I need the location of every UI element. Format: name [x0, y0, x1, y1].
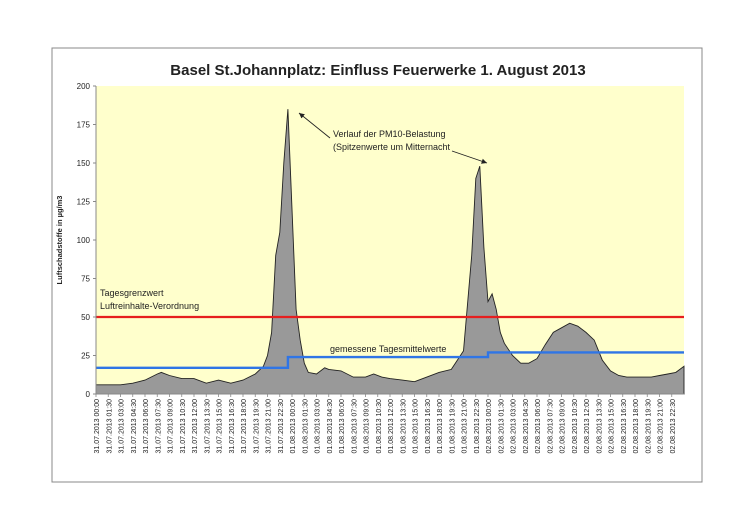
x-tick-label: 01.08.2013 19:30	[449, 399, 456, 454]
annotation-arrow-2	[451, 150, 488, 164]
y-tick-label: 200	[77, 82, 91, 91]
y-tick-label: 50	[81, 313, 90, 322]
x-tick-label: 31.07.2013 07:30	[155, 399, 162, 454]
x-tick-label: 02.08.2013 12:00	[584, 399, 591, 454]
x-tick-label: 02.08.2013 13:30	[596, 399, 603, 454]
x-tick-label: 02.08.2013 10:30	[572, 399, 579, 454]
x-tick-label: 02.08.2013 03:00	[511, 399, 518, 454]
x-tick-label: 02.08.2013 16:30	[621, 399, 628, 454]
x-tick-label: 02.08.2013 04:30	[523, 399, 530, 454]
x-tick-label: 02.08.2013 09:00	[560, 399, 567, 454]
y-tick-label: 150	[77, 159, 91, 168]
y-tick-label: 175	[77, 121, 91, 130]
x-tick-label: 31.07.2013 03:00	[119, 399, 126, 454]
x-tick-label: 31.07.2013 09:00	[168, 399, 175, 454]
x-tick-label: 02.08.2013 21:00	[658, 399, 665, 454]
x-tick-label: 01.08.2013 18:00	[437, 399, 444, 454]
x-tick-label: 31.07.2013 00:00	[94, 399, 101, 454]
annotation-limit: Tagesgrenzwert Luftreinhalte-Verordnung	[100, 288, 199, 311]
pm10-area-layer	[95, 109, 685, 395]
x-tick-label: 02.08.2013 19:30	[645, 399, 652, 454]
x-tick-label: 31.07.2013 04:30	[131, 399, 138, 454]
x-tick-label: 31.07.2013 06:00	[143, 399, 150, 454]
x-tick-label: 01.08.2013 15:00	[413, 399, 420, 454]
x-tick-label: 02.08.2013 07:30	[547, 399, 554, 454]
x-tick-label: 02.08.2013 22:30	[670, 399, 677, 454]
annotation-arrow-1	[298, 112, 331, 139]
x-tick-label: 31.07.2013 01:30	[106, 399, 113, 454]
daily-mean-line	[96, 351, 684, 370]
x-tick-label: 31.07.2013 13:30	[204, 399, 211, 454]
x-tick-label: 01.08.2013 07:30	[351, 399, 358, 454]
x-tick-label: 31.07.2013 10:30	[180, 399, 187, 454]
x-tick-label: 01.08.2013 06:00	[339, 399, 346, 454]
y-tick-label: 75	[81, 275, 90, 284]
y-tick-label: 125	[77, 198, 91, 207]
x-tick-label: 01.08.2013 12:00	[388, 399, 395, 454]
chart-title: Basel St.Johannplatz: Einfluss Feuerwerk…	[170, 62, 585, 79]
x-tick-label: 31.07.2013 12:00	[192, 399, 199, 454]
x-tick-label: 31.07.2013 15:00	[217, 399, 224, 454]
x-tick-label: 01.08.2013 01:30	[302, 399, 309, 454]
x-tick-label: 31.07.2013 18:00	[241, 399, 248, 454]
y-tick-label: 25	[81, 352, 90, 361]
x-tick-label: 31.07.2013 21:00	[266, 399, 273, 454]
x-tick-label: 01.08.2013 10:30	[376, 399, 383, 454]
x-tick-label: 02.08.2013 15:00	[609, 399, 616, 454]
x-tick-label: 02.08.2013 18:00	[633, 399, 640, 454]
annotation-mean: gemessene Tagesmittelwerte	[330, 344, 446, 354]
x-tick-label: 01.08.2013 21:00	[462, 399, 469, 454]
x-tick-label: 31.07.2013 22:30	[278, 399, 285, 454]
y-tick-label: 100	[77, 236, 91, 245]
annotation-limit-line1: Tagesgrenzwert	[100, 288, 164, 298]
x-tick-label: 01.08.2013 04:30	[327, 399, 334, 454]
x-tick-label: 02.08.2013 00:00	[486, 399, 493, 454]
x-tick-label: 02.08.2013 01:30	[498, 399, 505, 454]
x-tick-label: 01.08.2013 16:30	[425, 399, 432, 454]
annotation-limit-line2: Luftreinhalte-Verordnung	[100, 301, 199, 311]
x-tick-label: 01.08.2013 22:30	[474, 399, 481, 454]
x-tick-label: 31.07.2013 19:30	[253, 399, 260, 454]
annotation-pm10: Verlauf der PM10-Belastung (Spitzenwerte…	[298, 112, 488, 164]
x-tick-label: 02.08.2013 06:00	[535, 399, 542, 454]
reference-lines-layer	[96, 315, 684, 370]
x-tick-label: 01.08.2013 03:00	[315, 399, 322, 454]
x-ticks: 31.07.2013 00:00 31.07.2013 01:30 31.07.20…	[94, 394, 677, 454]
x-tick-label: 31.07.2013 16:30	[229, 399, 236, 454]
x-tick-label: 01.08.2013 13:30	[400, 399, 407, 454]
y-ticks: 0 25 50 75 100 125 150 175 200	[77, 82, 96, 399]
y-axis-label: Luftschadstoffe in µg/m3	[55, 196, 64, 285]
x-tick-label: 01.08.2013 00:00	[290, 399, 297, 454]
y-tick-label: 0	[86, 390, 91, 399]
x-tick-label: 01.08.2013 09:00	[364, 399, 371, 454]
annotation-pm10-line2: (Spitzenwerte um Mitternacht	[333, 142, 451, 152]
pm10-area	[95, 109, 685, 395]
annotation-pm10-line1: Verlauf der PM10-Belastung	[333, 129, 446, 139]
